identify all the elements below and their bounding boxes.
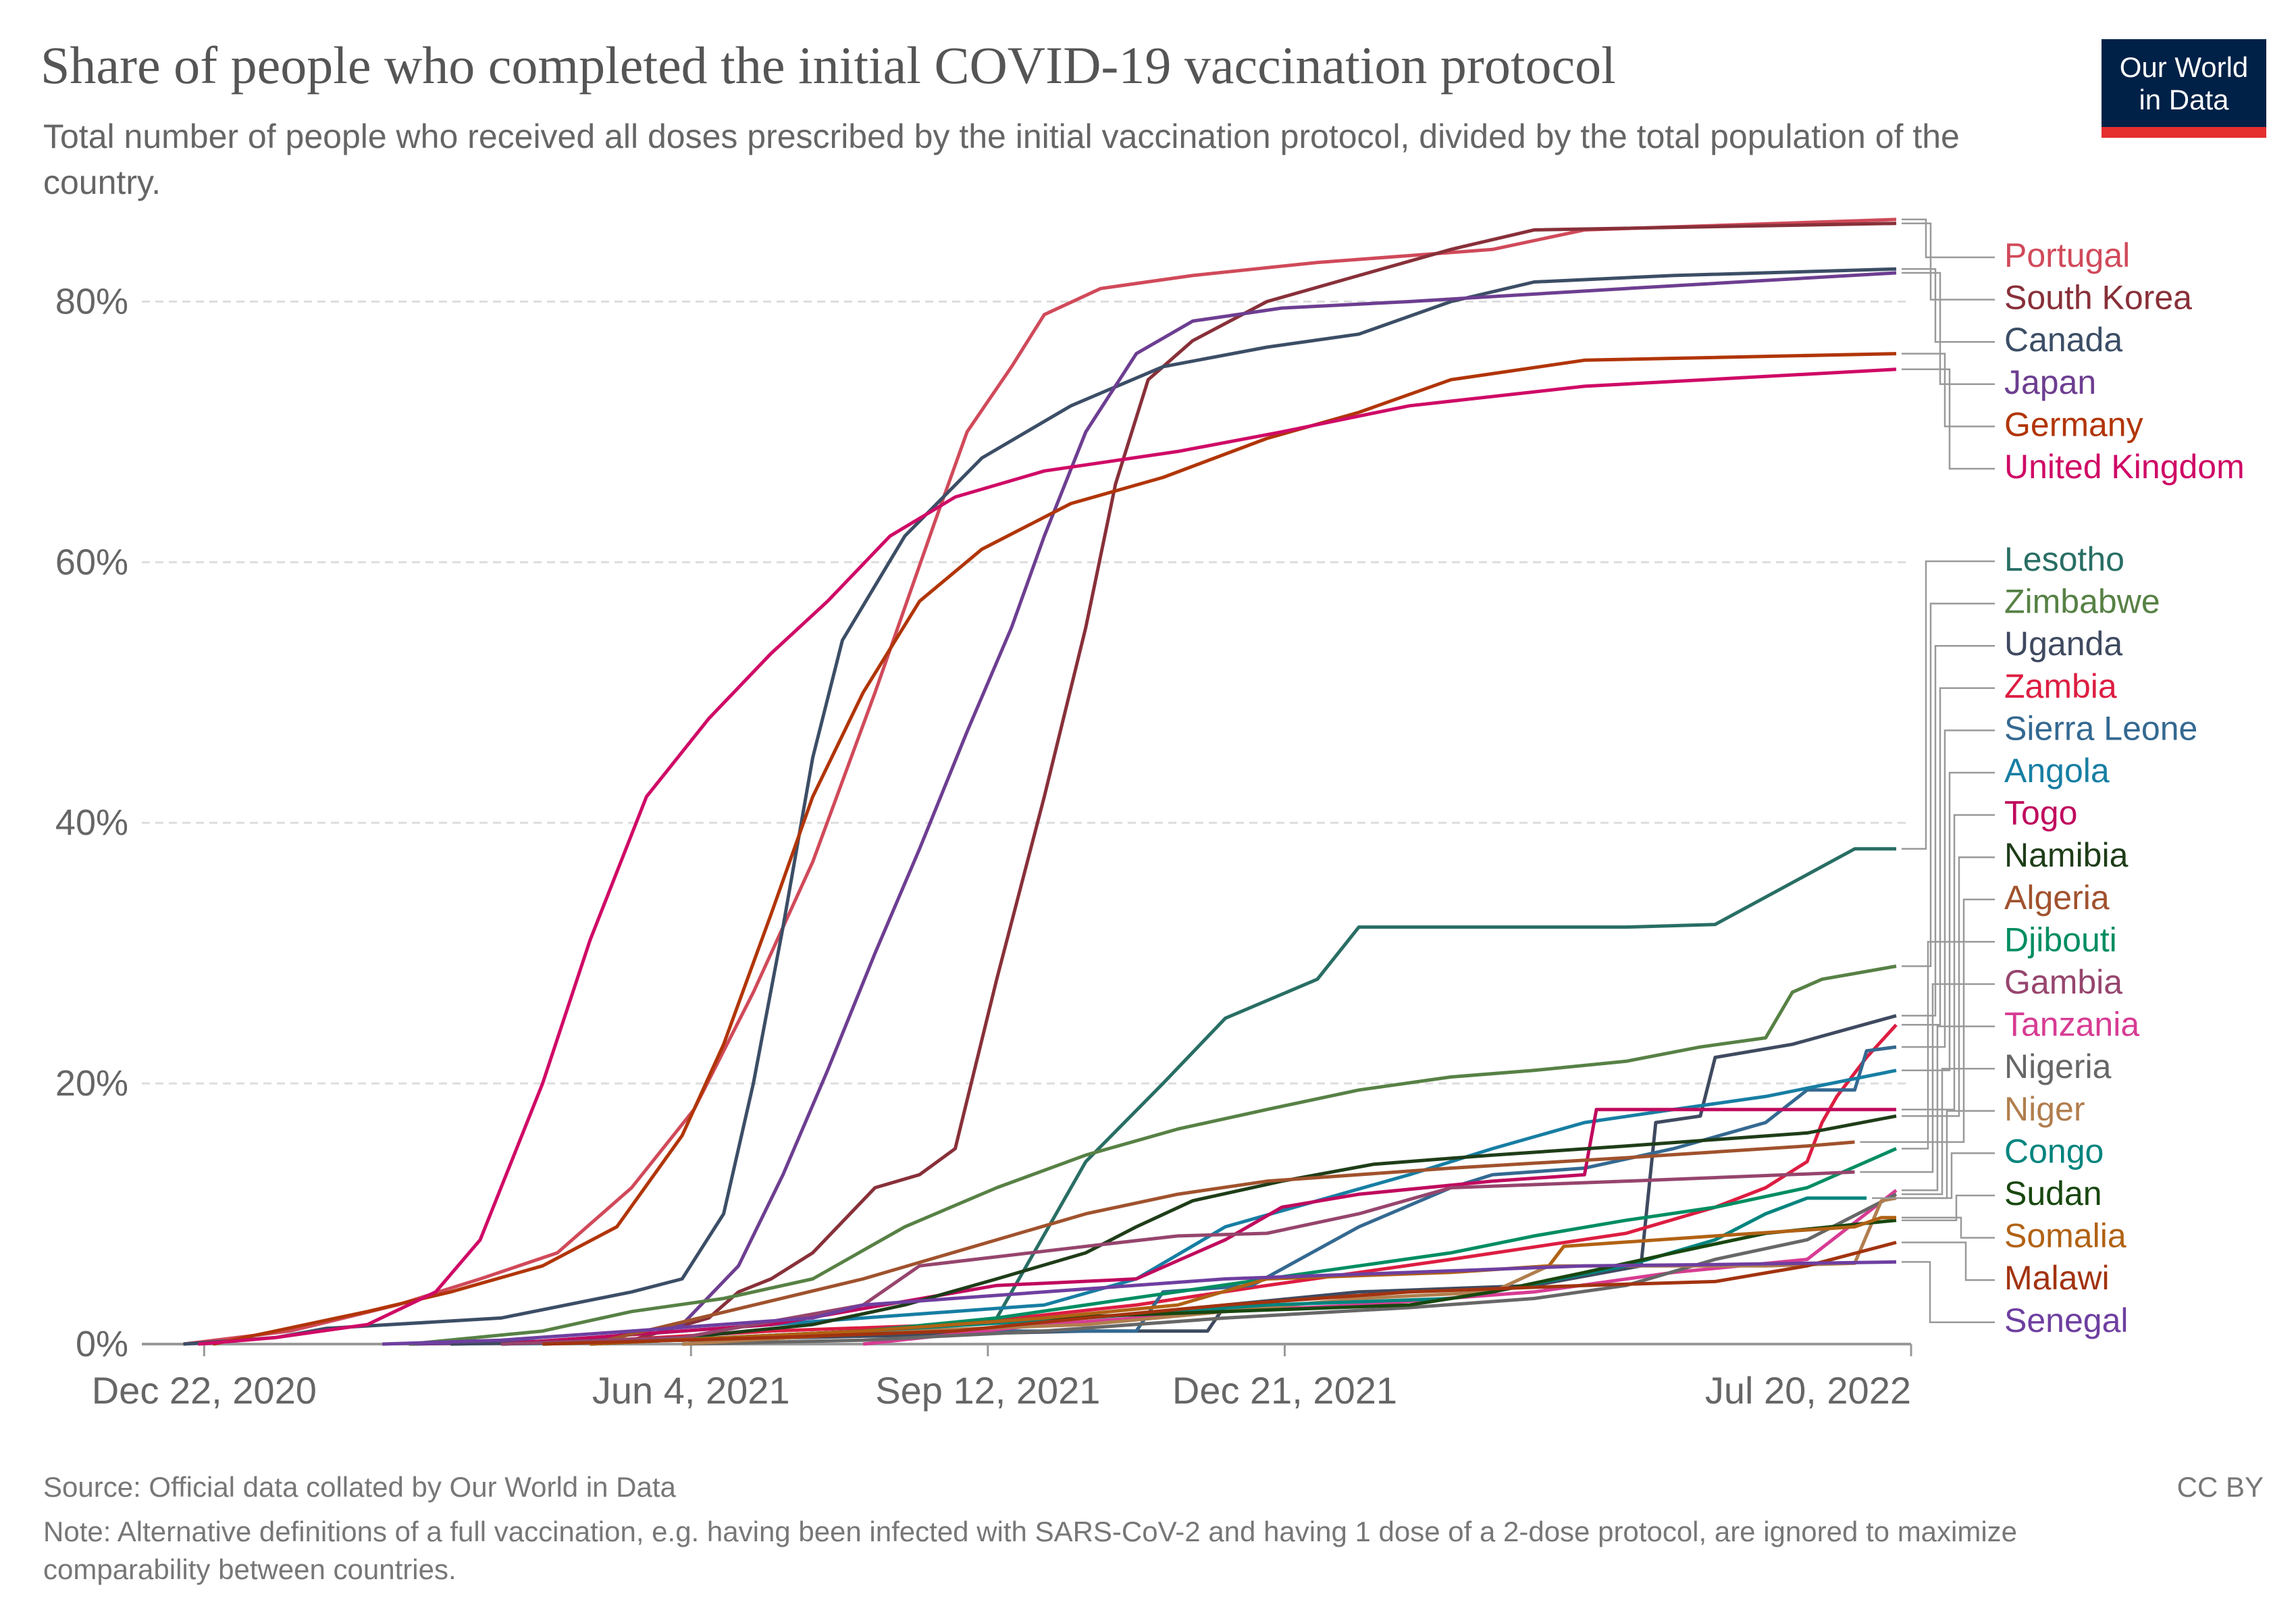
legend-connector	[1902, 941, 1995, 1150]
series-line[interactable]	[590, 1140, 1855, 1346]
series-line[interactable]	[212, 352, 1897, 1346]
legend-labels: Portugal South Korea Canada Japan Germany Uni…	[2004, 236, 2245, 1339]
series-line[interactable]	[450, 1014, 1897, 1346]
legend-label[interactable]: Canada	[2004, 321, 2122, 359]
legend-label[interactable]: Congo	[2004, 1132, 2104, 1170]
legend-label[interactable]: Sudan	[2004, 1175, 2102, 1212]
legend-connector	[1902, 687, 1995, 1026]
legend-label[interactable]: Gambia	[2004, 963, 2122, 1001]
series-line[interactable]	[183, 217, 1897, 1346]
legend-connectors	[1860, 218, 1995, 1324]
legend-connector	[1902, 222, 1995, 301]
y-tick-label: 60%	[55, 542, 128, 582]
legend-label[interactable]: Algeria	[2004, 879, 2110, 917]
legend-connector	[1902, 218, 1995, 259]
x-tick-label: Dec 21, 2021	[1172, 1369, 1397, 1412]
series-line[interactable]	[500, 1069, 1897, 1346]
legend-label[interactable]: Senegal	[2004, 1302, 2129, 1339]
legend-label[interactable]: Djibouti	[2004, 921, 2117, 958]
gridlines	[142, 300, 1911, 1085]
y-tick-label: 40%	[55, 802, 128, 843]
legend-connector	[1860, 898, 1995, 1143]
y-axis: 0% 20% 40% 60% 80%	[55, 281, 128, 1364]
legend-connector	[1902, 1110, 1995, 1200]
legend-connector	[1902, 644, 1995, 1017]
legend-label[interactable]: Sierra Leone	[2004, 709, 2197, 747]
legend-label[interactable]: Nigeria	[2004, 1048, 2112, 1085]
x-tick-label: Jun 4, 2021	[592, 1369, 790, 1412]
x-tick-label: Sep 12, 2021	[875, 1369, 1100, 1412]
x-tick-label: Jul 20, 2022	[1705, 1369, 1911, 1412]
x-tick-label: Dec 22, 2020	[92, 1369, 317, 1412]
legend-connector	[1902, 814, 1995, 1110]
legend-label[interactable]: Germany	[2004, 405, 2143, 443]
legend-label[interactable]: Uganda	[2004, 625, 2122, 663]
legend-connector	[1902, 368, 1995, 470]
series-line[interactable]	[682, 1192, 1898, 1346]
legend-connector	[1902, 272, 1995, 386]
legend-label[interactable]: Zimbabwe	[2004, 583, 2160, 621]
legend-label[interactable]: Tanzania	[2004, 1006, 2139, 1044]
chart-title: Share of people who completed the initia…	[41, 36, 1616, 95]
legend-label[interactable]: Lesotho	[2004, 540, 2124, 578]
series-line[interactable]	[198, 367, 1897, 1346]
series-line[interactable]	[409, 222, 1897, 1346]
series-lines	[183, 217, 1898, 1346]
series-line[interactable]	[500, 1170, 1855, 1346]
legend-connector	[1902, 856, 1995, 1117]
y-tick-label: 20%	[55, 1063, 128, 1104]
legend-connector	[1902, 1067, 1995, 1195]
owid-logo[interactable]: Our World in Data	[2102, 39, 2266, 138]
legend-connector	[1902, 1194, 1995, 1221]
legend-label[interactable]: Zambia	[2004, 667, 2117, 705]
series-line[interactable]	[382, 1260, 1897, 1346]
legend-label[interactable]: United Kingdom	[2004, 448, 2245, 486]
legend-connector	[1860, 983, 1995, 1173]
y-tick-label: 80%	[55, 281, 128, 321]
legend-label[interactable]: Togo	[2004, 794, 2077, 832]
legend-connector	[1902, 602, 1995, 967]
legend-label[interactable]: South Korea	[2004, 279, 2192, 317]
legend-connector	[1902, 771, 1995, 1072]
logo-line-1: Our World	[2119, 51, 2249, 83]
legend-label[interactable]: Japan	[2004, 363, 2096, 401]
legend-connector	[1902, 1025, 1995, 1191]
legend-label[interactable]: Angola	[2004, 752, 2110, 790]
legend-connector	[1872, 1152, 1995, 1200]
legend-label[interactable]: Malawi	[2004, 1259, 2110, 1297]
series-line[interactable]	[542, 1241, 1897, 1346]
series-line[interactable]	[542, 1023, 1898, 1346]
series-line[interactable]	[409, 271, 1897, 1346]
series-line[interactable]	[681, 1196, 1897, 1346]
legend-connector	[1902, 353, 1995, 428]
legend-label[interactable]: Namibia	[2004, 836, 2129, 874]
x-axis: Dec 22, 2020 Jun 4, 2021 Sep 12, 2021 Dec 2…	[92, 1343, 1912, 1412]
line-chart: 0% 20% 40% 60% 80% Dec 22, 2020 Jun 4, 2021 Se…	[55, 217, 2245, 1412]
series-line[interactable]	[183, 267, 1897, 1346]
series-line[interactable]	[500, 1114, 1897, 1346]
legend-connector	[1902, 1261, 1995, 1324]
license-link[interactable]: CC BY	[2176, 1471, 2264, 1503]
legend-label[interactable]: Niger	[2004, 1090, 2085, 1128]
legend-label[interactable]: Portugal	[2004, 236, 2130, 274]
chart-subtitle: Total number of people who received all …	[43, 118, 1960, 201]
legend-connector	[1902, 1241, 1995, 1281]
legend-connector	[1902, 560, 1995, 850]
legend-label[interactable]: Somalia	[2004, 1217, 2127, 1255]
legend-connector	[1902, 1216, 1995, 1239]
legend-connector	[1902, 729, 1995, 1048]
source-text: Source: Official data collated by Our Wo…	[43, 1471, 676, 1503]
y-tick-label: 0%	[76, 1324, 128, 1364]
legend-connector	[1902, 267, 1995, 343]
logo-line-2: in Data	[2139, 84, 2229, 115]
note-text: Note: Alternative definitions of a full …	[43, 1516, 2018, 1585]
series-line[interactable]	[409, 964, 1897, 1346]
